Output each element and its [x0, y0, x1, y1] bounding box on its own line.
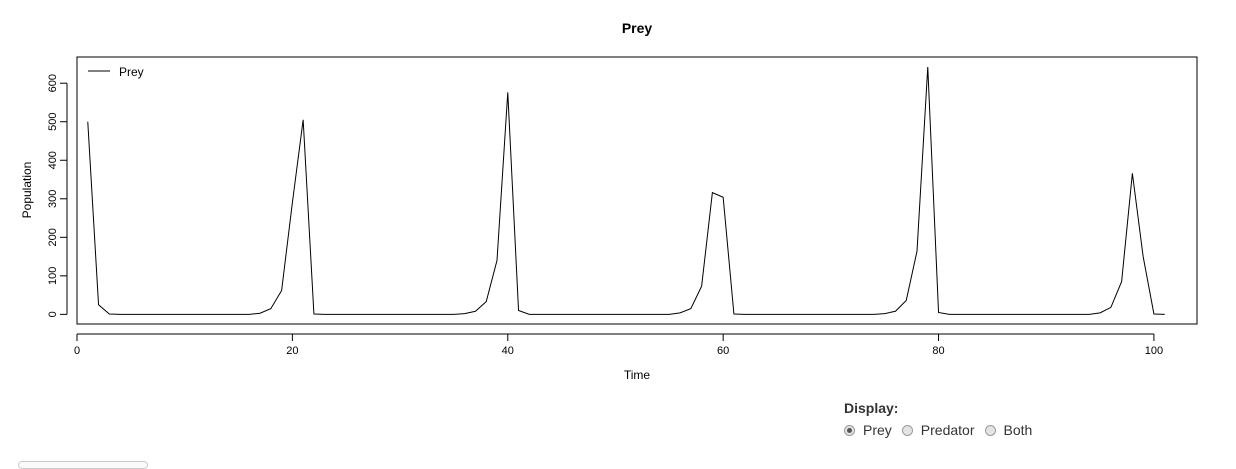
y-axis: 0 100 200 300 400 500 600: [47, 74, 68, 317]
radio-prey[interactable]: Prey: [844, 422, 892, 438]
x-axis-label: Time: [624, 368, 651, 382]
y-tick-label: 400: [47, 151, 59, 169]
legend: Prey: [88, 65, 144, 79]
display-label: Display:: [844, 400, 899, 416]
series-line-prey: [87, 66, 1165, 315]
x-tick-label: 80: [932, 345, 944, 357]
y-tick-label: 200: [47, 228, 59, 246]
radio-predator-circle[interactable]: [901, 424, 913, 436]
radio-prey-label: Prey: [863, 422, 892, 438]
radio-prey-circle[interactable]: [844, 424, 855, 436]
plot-frame: [76, 56, 1198, 325]
y-tick-label: 300: [47, 190, 59, 208]
x-tick-label: 0: [74, 345, 80, 357]
y-axis-label: Population: [20, 162, 34, 219]
y-tick-label: 0: [47, 311, 59, 317]
chart-title: Prey: [622, 20, 653, 36]
x-tick-label: 40: [502, 345, 514, 357]
legend-label-prey: Prey: [119, 65, 144, 79]
population-chart: Prey 0 20 40 60 80 100 0 100 200 300 400 500 600 Ti…: [20, 20, 1198, 382]
display-controls: Display: Prey Predator Both: [844, 400, 1032, 438]
y-tick-label: 500: [47, 113, 59, 131]
radio-predator[interactable]: Predator: [901, 422, 975, 438]
radio-both-label: Both: [1003, 422, 1033, 438]
radio-predator-label: Predator: [920, 422, 975, 438]
display-radio-group: Prey Predator Both: [844, 422, 1032, 438]
series-layer: [87, 66, 1165, 315]
x-tick-label: 100: [1145, 345, 1163, 357]
x-axis: 0 20 40 60 80 100: [74, 333, 1163, 357]
radio-both-circle[interactable]: [984, 424, 996, 436]
radio-both[interactable]: Both: [984, 422, 1033, 438]
x-tick-label: 20: [286, 345, 298, 357]
next-panel-edge: [18, 461, 148, 469]
x-tick-label: 60: [717, 345, 729, 357]
y-tick-label: 100: [47, 267, 59, 285]
y-tick-label: 600: [47, 74, 59, 92]
